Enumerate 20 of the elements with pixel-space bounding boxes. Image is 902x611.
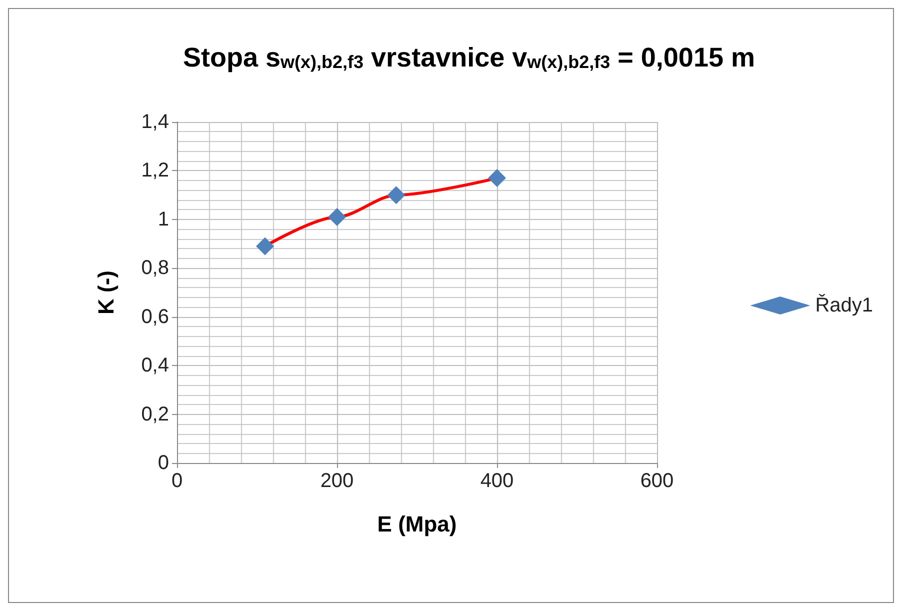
y-tick-label: 1 xyxy=(158,208,169,230)
chart-title: Stopa sw(x),b2,f3 vrstavnice vw(x),b2,f3 = 0,0015 m xyxy=(182,42,756,72)
x-axis-title: E (Mpa) xyxy=(377,512,457,536)
y-tick-label: 0 xyxy=(158,452,169,474)
y-axis-title: K (-) xyxy=(94,270,118,314)
y-tick-label: 0,2 xyxy=(141,403,169,426)
point xyxy=(488,169,506,188)
point xyxy=(256,237,274,256)
y-tick-label: 1,4 xyxy=(141,111,169,133)
x-tick-label: 0 xyxy=(171,470,183,492)
x-tick-label: 200 xyxy=(320,470,354,492)
y-tick-label: 0,6 xyxy=(141,306,169,328)
point xyxy=(387,186,406,204)
y-tick-label: 0,8 xyxy=(141,257,169,280)
legend-label: Řady1 xyxy=(815,294,873,316)
y-tick-label: 0,4 xyxy=(141,354,169,377)
point xyxy=(328,208,346,226)
x-tick-label: 400 xyxy=(480,470,514,492)
y-tick-label: 1,2 xyxy=(141,160,169,182)
x-tick-label: 600 xyxy=(640,470,674,492)
